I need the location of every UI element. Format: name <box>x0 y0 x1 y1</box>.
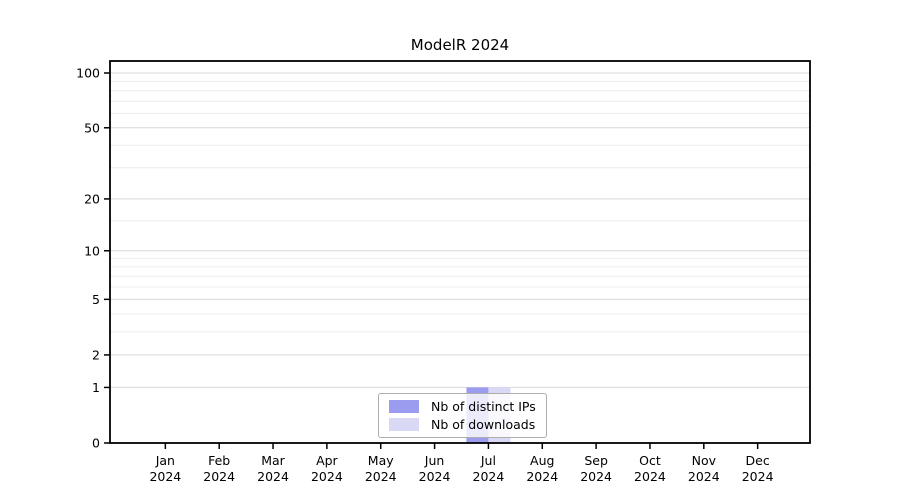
legend-label-distinct-ips: Nb of distinct IPs <box>431 399 536 414</box>
x-tick-label-month: Jun <box>424 453 445 468</box>
x-tick-label-year: 2024 <box>742 469 774 484</box>
x-tick-label-year: 2024 <box>634 469 666 484</box>
x-tick-label-month: Apr <box>316 453 338 468</box>
x-tick-label-month: Jan <box>155 453 175 468</box>
legend-item-distinct-ips: Nb of distinct IPs <box>389 399 546 414</box>
x-tick-label-month: Mar <box>261 453 285 468</box>
y-tick-label: 0 <box>92 436 100 451</box>
legend-swatch-downloads <box>389 418 419 431</box>
x-tick-label-year: 2024 <box>203 469 235 484</box>
y-tick-label: 100 <box>76 66 100 81</box>
x-tick-label-month: Feb <box>208 453 230 468</box>
x-tick-label-month: May <box>368 453 394 468</box>
x-tick-label-year: 2024 <box>580 469 612 484</box>
legend-label-downloads: Nb of downloads <box>431 417 536 432</box>
legend-item-downloads: Nb of downloads <box>389 417 546 432</box>
x-tick-label-year: 2024 <box>688 469 720 484</box>
y-tick-label: 2 <box>92 347 100 362</box>
y-tick-label: 20 <box>84 191 100 206</box>
x-tick-label-year: 2024 <box>149 469 181 484</box>
y-tick-label: 50 <box>84 120 100 135</box>
x-tick-label-month: Nov <box>692 453 717 468</box>
x-tick-label-year: 2024 <box>419 469 451 484</box>
axis-box <box>109 60 811 444</box>
x-tick-label-month: Sep <box>584 453 608 468</box>
x-tick-label-month: Oct <box>639 453 661 468</box>
x-tick-label-year: 2024 <box>473 469 505 484</box>
y-tick-label: 5 <box>92 292 100 307</box>
x-tick-label-month: Aug <box>530 453 554 468</box>
chart-title: ModelR 2024 <box>410 36 510 54</box>
x-tick-label-month: Dec <box>746 453 770 468</box>
x-tick-label-month: Jul <box>480 453 496 468</box>
y-tick-label: 10 <box>84 243 100 258</box>
x-tick-label-year: 2024 <box>257 469 289 484</box>
legend: Nb of distinct IPs Nb of downloads <box>378 393 547 438</box>
legend-swatch-distinct-ips <box>389 400 419 413</box>
x-tick-label-year: 2024 <box>365 469 397 484</box>
x-tick-label-year: 2024 <box>526 469 558 484</box>
y-tick-label: 1 <box>92 380 100 395</box>
x-tick-label-year: 2024 <box>311 469 343 484</box>
